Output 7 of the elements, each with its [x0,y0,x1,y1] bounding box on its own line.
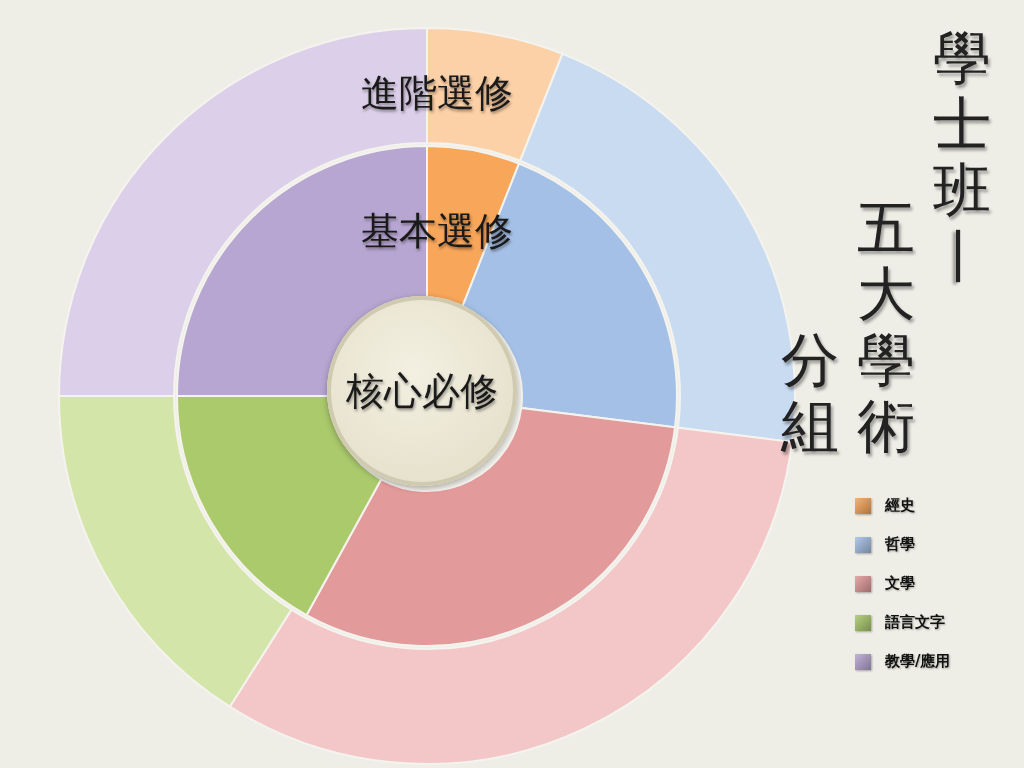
legend-label: 語言文字 [885,613,945,632]
legend-label: 哲學 [885,535,915,554]
slice-label: 進階選修 [361,70,513,115]
legend-label: 經史 [885,496,915,515]
legend-label: 教學/應用 [885,652,951,671]
legend-label: 文學 [885,574,915,593]
text: 核心必修 [345,368,499,415]
